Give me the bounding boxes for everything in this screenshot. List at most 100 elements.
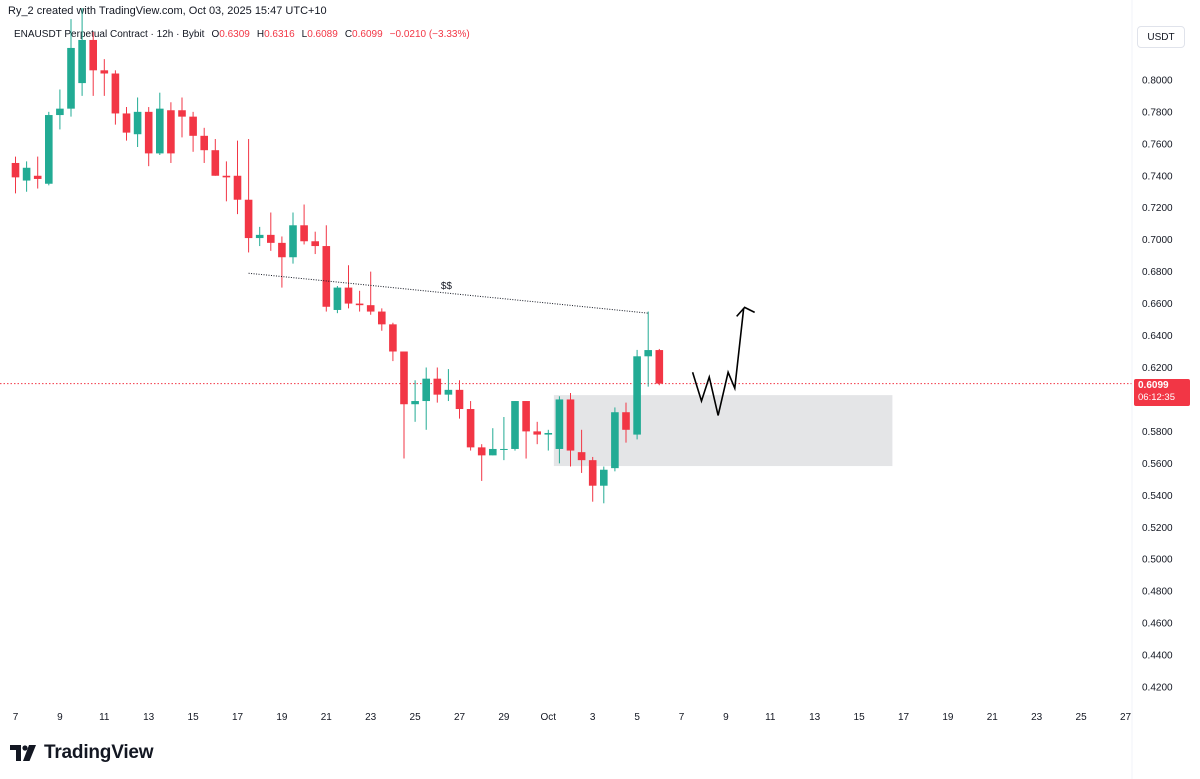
time-tick-label: 23 xyxy=(365,712,377,723)
candle-body xyxy=(178,110,186,117)
candle-body xyxy=(133,111,142,135)
price-tick-label: 0.5200 xyxy=(1142,523,1173,534)
tradingview-logo-icon xyxy=(10,745,36,761)
price-tick-label: 0.6600 xyxy=(1142,299,1173,310)
projection-arrow-head xyxy=(736,306,756,317)
time-tick-label: 21 xyxy=(987,712,999,723)
candle-body xyxy=(300,225,308,242)
price-tick-label: 0.6800 xyxy=(1142,267,1173,278)
price-tick-label: 0.7600 xyxy=(1142,139,1173,150)
candle-body xyxy=(144,111,153,154)
candle-body xyxy=(33,175,42,179)
candle-body xyxy=(455,389,464,410)
price-tick-label: 0.7400 xyxy=(1142,171,1173,182)
price-tick-label: 0.6200 xyxy=(1142,363,1173,374)
time-tick-label: 9 xyxy=(723,712,729,723)
time-tick-label: 25 xyxy=(410,712,422,723)
price-tick-label: 0.4400 xyxy=(1142,651,1173,662)
last-price-value: 0.6099 xyxy=(1138,380,1169,391)
candle-body xyxy=(267,234,275,243)
candle-body xyxy=(411,401,419,405)
candle-body xyxy=(89,39,97,71)
candle-body xyxy=(533,431,541,435)
candle-body xyxy=(444,389,453,395)
time-tick-label: 21 xyxy=(321,712,333,723)
candle-body xyxy=(45,115,53,184)
price-tick-label: 0.5400 xyxy=(1142,491,1173,502)
candle-body xyxy=(22,167,31,181)
bar-countdown: 06:12:35 xyxy=(1138,392,1175,403)
symbol-title: ENAUSDT Perpetual Contract · 12h · Bybit xyxy=(14,29,205,40)
candle-body xyxy=(56,108,64,116)
candle-body xyxy=(378,311,386,325)
candles-layer xyxy=(11,8,664,504)
price-tick-label: 0.4800 xyxy=(1142,587,1173,598)
candle-body xyxy=(344,287,353,304)
tradingview-brand: TradingView xyxy=(44,742,154,763)
time-tick-label: 7 xyxy=(13,712,19,723)
time-tick-label: 13 xyxy=(809,712,821,723)
candle-body xyxy=(477,447,486,456)
candle-body xyxy=(644,350,652,357)
candle-body xyxy=(278,242,286,258)
candle-body xyxy=(355,303,364,306)
currency-unit-button[interactable]: USDT xyxy=(1137,26,1185,48)
candle-body xyxy=(289,225,297,258)
time-tick-label: 27 xyxy=(454,712,466,723)
low-label: L xyxy=(301,29,308,40)
high-value: 0.6316 xyxy=(264,29,295,40)
price-tick-label: 0.7000 xyxy=(1142,235,1173,246)
price-tick-label: 0.6400 xyxy=(1142,331,1173,342)
high-label: H xyxy=(256,29,265,40)
price-tick-label: 0.7200 xyxy=(1142,203,1173,214)
price-tick-label: 0.8000 xyxy=(1142,75,1173,86)
candle-body xyxy=(233,175,242,200)
time-tick-label: 15 xyxy=(188,712,200,723)
tradingview-logo[interactable]: TradingView xyxy=(10,741,154,765)
candle-body xyxy=(211,150,220,176)
time-axis: 7 9 11 13 15 17 19 21 23 25 27 29 Oct 3 5 7 9 11 13 15 17 19 2… xyxy=(13,712,1132,723)
time-tick-label: 19 xyxy=(276,712,288,723)
candle-body xyxy=(577,452,586,461)
price-tick-label: 0.5600 xyxy=(1142,459,1173,470)
candle-body xyxy=(633,356,641,435)
candle-body xyxy=(600,469,608,486)
candle-body xyxy=(422,378,430,402)
time-tick-label: 17 xyxy=(232,712,244,723)
candle-body xyxy=(222,175,231,178)
candle-body xyxy=(500,448,508,450)
price-tick-label: 0.5000 xyxy=(1142,555,1173,566)
time-tick-label: 9 xyxy=(57,712,63,723)
candle-body xyxy=(255,234,264,239)
open-value: 0.6309 xyxy=(219,29,250,40)
last-price-tag: 0.6099 06:12:35 xyxy=(1134,379,1190,406)
candle-body xyxy=(189,116,197,136)
chart-caption: Ry_2 created with TradingView.com, Oct 0… xyxy=(8,5,327,17)
time-tick-label: 25 xyxy=(1076,712,1088,723)
candle-body xyxy=(466,409,475,448)
candle-body xyxy=(489,448,497,456)
time-tick-label: 7 xyxy=(679,712,685,723)
candle-body xyxy=(511,401,519,449)
candle-body xyxy=(311,241,319,247)
time-tick-label: 17 xyxy=(898,712,910,723)
open-label: O xyxy=(211,29,220,40)
price-tick-label: 0.7800 xyxy=(1142,107,1173,118)
price-tick-label: 0.4200 xyxy=(1142,683,1173,694)
candle-body xyxy=(122,113,131,133)
candle-body xyxy=(100,70,109,74)
candle-body xyxy=(11,162,20,178)
time-tick-label: 19 xyxy=(942,712,954,723)
candle-body xyxy=(244,199,253,239)
candle-body xyxy=(389,324,397,352)
time-tick-label: 23 xyxy=(1031,712,1043,723)
candle-body xyxy=(622,412,630,430)
candle-body xyxy=(655,350,664,384)
candle-body xyxy=(322,246,331,307)
price-axis: 0.8000 0.7800 0.7600 0.7400 0.7200 0.7000 0.68… xyxy=(1131,0,1173,779)
candle-body xyxy=(111,73,120,114)
time-tick-label: 5 xyxy=(634,712,640,723)
candle-body xyxy=(566,399,575,451)
projection-path xyxy=(691,308,745,416)
